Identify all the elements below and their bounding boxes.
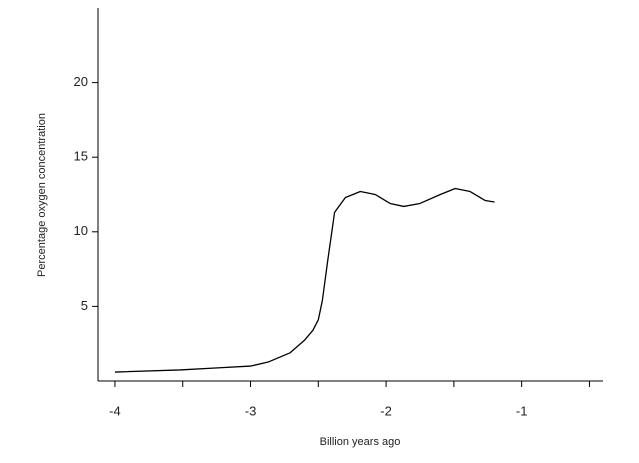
y-axis-label: Percentage oxygen concentration (36, 113, 48, 277)
y-tick-label: 10 (74, 223, 88, 238)
y-tick-label: 15 (74, 149, 88, 164)
y-tick-label: 5 (81, 298, 88, 313)
x-tick-label: -4 (109, 403, 121, 418)
x-tick-label: -3 (245, 403, 257, 418)
x-tick-label: -2 (380, 403, 392, 418)
x-axis-label: Billion years ago (320, 436, 401, 448)
x-tick-label: -1 (516, 403, 528, 418)
y-tick-label: 20 (74, 74, 88, 89)
data-line (114, 187, 495, 373)
